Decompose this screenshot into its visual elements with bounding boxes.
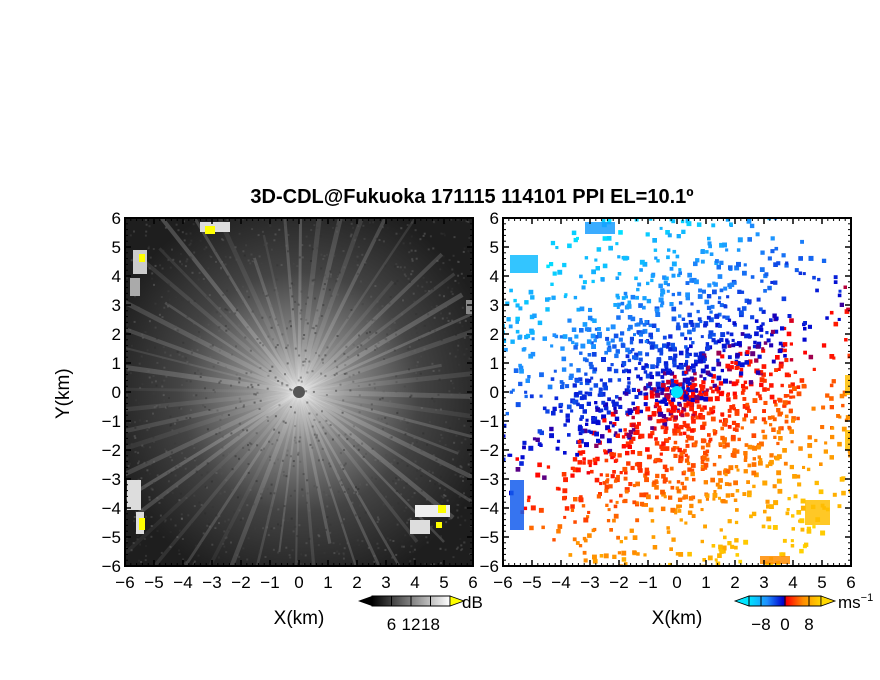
velocity-x-tick-label: −1 [638, 573, 657, 592]
radar-site-marker [293, 386, 305, 398]
colorbar-tick-label: 6 [387, 615, 396, 634]
velocity-echoes [503, 218, 851, 566]
velocity-x-tick-label: 0 [672, 573, 681, 592]
velocity-y-tick-label: −2 [480, 441, 499, 460]
velocity-y-tick-label: 0 [490, 383, 499, 402]
reflectivity-x-tick-label: 5 [439, 573, 448, 592]
reflectivity-y-tick-label: −5 [102, 528, 121, 547]
velocity-y-tick-label: −1 [480, 412, 499, 431]
velocity-plot: −6−6 −5 −5 −4 −4 −3 −3 −2 −2 −1 −1 0 0 1 1 2 2 3 3 4 4 5 5 6 6 [480, 209, 856, 592]
reflectivity-x-tick-label: 6 [468, 573, 477, 592]
reflectivity-y-tick-label: 4 [112, 267, 121, 286]
velocity-colorbar-unit: ms−1 [838, 592, 873, 612]
velocity-y-tick-label: 1 [490, 354, 499, 373]
reflectivity-axes: −6−6 −5 −5 −4 −4 −3 −3 −2 −2 −1 −1 0 0 1 1 2 2 3 3 4 4 5 5 6 6 [102, 209, 478, 592]
x-axis-label-left: X(km) [274, 608, 325, 629]
reflectivity-clutter [127, 222, 472, 534]
colorbar-tick-label: 18 [421, 615, 440, 634]
velocity-site-marker [671, 386, 683, 398]
velocity-colorbar: −8 0 8 ms−1 [733, 592, 873, 634]
reflectivity-x-tick-label: 1 [323, 573, 332, 592]
velocity-x-tick-label: −6 [493, 573, 512, 592]
reflectivity-x-tick-label: −3 [202, 573, 221, 592]
velocity-axes: −6−6 −5 −5 −4 −4 −3 −3 −2 −2 −1 −1 0 0 1 1 2 2 3 3 4 4 5 5 6 6 [480, 209, 856, 592]
reflectivity-y-tick-label: 6 [112, 209, 121, 228]
reflectivity-x-tick-label: −1 [260, 573, 279, 592]
reflectivity-y-tick-label: 2 [112, 325, 121, 344]
velocity-x-tick-label: 3 [759, 573, 768, 592]
colorbar-tick-label: −8 [751, 615, 770, 634]
chart-title: 3D-CDL@Fukuoka 171115 114101 PPI EL=10.1… [250, 186, 694, 208]
velocity-x-tick-label: 1 [701, 573, 710, 592]
reflectivity-y-tick-label: −4 [102, 499, 121, 518]
reflectivity-x-tick-label: −5 [144, 573, 163, 592]
velocity-y-tick-label: 4 [490, 267, 499, 286]
velocity-y-tick-label: −3 [480, 470, 499, 489]
velocity-y-tick-label: 2 [490, 325, 499, 344]
reflectivity-x-tick-label: −2 [231, 573, 250, 592]
reflectivity-y-tick-label: −6 [102, 557, 121, 576]
velocity-y-tick-label: −5 [480, 528, 499, 547]
velocity-x-tick-label: −4 [551, 573, 570, 592]
reflectivity-colorbar-unit: dB [462, 593, 483, 612]
velocity-x-tick-label: −5 [522, 573, 541, 592]
velocity-x-tick-label: −3 [580, 573, 599, 592]
reflectivity-y-tick-label: 1 [112, 354, 121, 373]
colorbar-tick-label: 12 [402, 615, 421, 634]
colorbar-tick-label: 0 [780, 615, 789, 634]
velocity-x-tick-label: 6 [846, 573, 855, 592]
reflectivity-colorbar: 6 12 18 dB [358, 593, 483, 634]
reflectivity-y-tick-label: 5 [112, 238, 121, 257]
velocity-y-tick-label: −6 [480, 557, 499, 576]
reflectivity-x-tick-label: 3 [381, 573, 390, 592]
velocity-y-tick-label: 6 [490, 209, 499, 228]
velocity-y-tick-label: −4 [480, 499, 499, 518]
reflectivity-y-tick-label: −1 [102, 412, 121, 431]
velocity-y-tick-label: 5 [490, 238, 499, 257]
reflectivity-y-tick-label: −2 [102, 441, 121, 460]
velocity-x-tick-label: 2 [730, 573, 739, 592]
velocity-x-tick-label: −2 [609, 573, 628, 592]
velocity-x-tick-label: 4 [788, 573, 797, 592]
reflectivity-x-tick-label: 4 [410, 573, 419, 592]
reflectivity-x-tick-label: −4 [173, 573, 192, 592]
reflectivity-x-tick-label: 0 [294, 573, 303, 592]
velocity-y-tick-label: 3 [490, 296, 499, 315]
reflectivity-x-tick-label: 2 [352, 573, 361, 592]
velocity-x-tick-label: 5 [817, 573, 826, 592]
colorbar-tick-label: 8 [804, 615, 813, 634]
reflectivity-x-tick-label: −6 [115, 573, 134, 592]
x-axis-label-right: X(km) [652, 608, 703, 629]
reflectivity-y-tick-label: −3 [102, 470, 121, 489]
reflectivity-speckle [125, 218, 473, 566]
reflectivity-y-tick-label: 0 [112, 383, 121, 402]
reflectivity-plot: −6−6 −5 −5 −4 −4 −3 −3 −2 −2 −1 −1 0 0 1 1 2 2 3 3 4 4 5 5 6 6 [102, 209, 478, 592]
reflectivity-y-tick-label: 3 [112, 296, 121, 315]
